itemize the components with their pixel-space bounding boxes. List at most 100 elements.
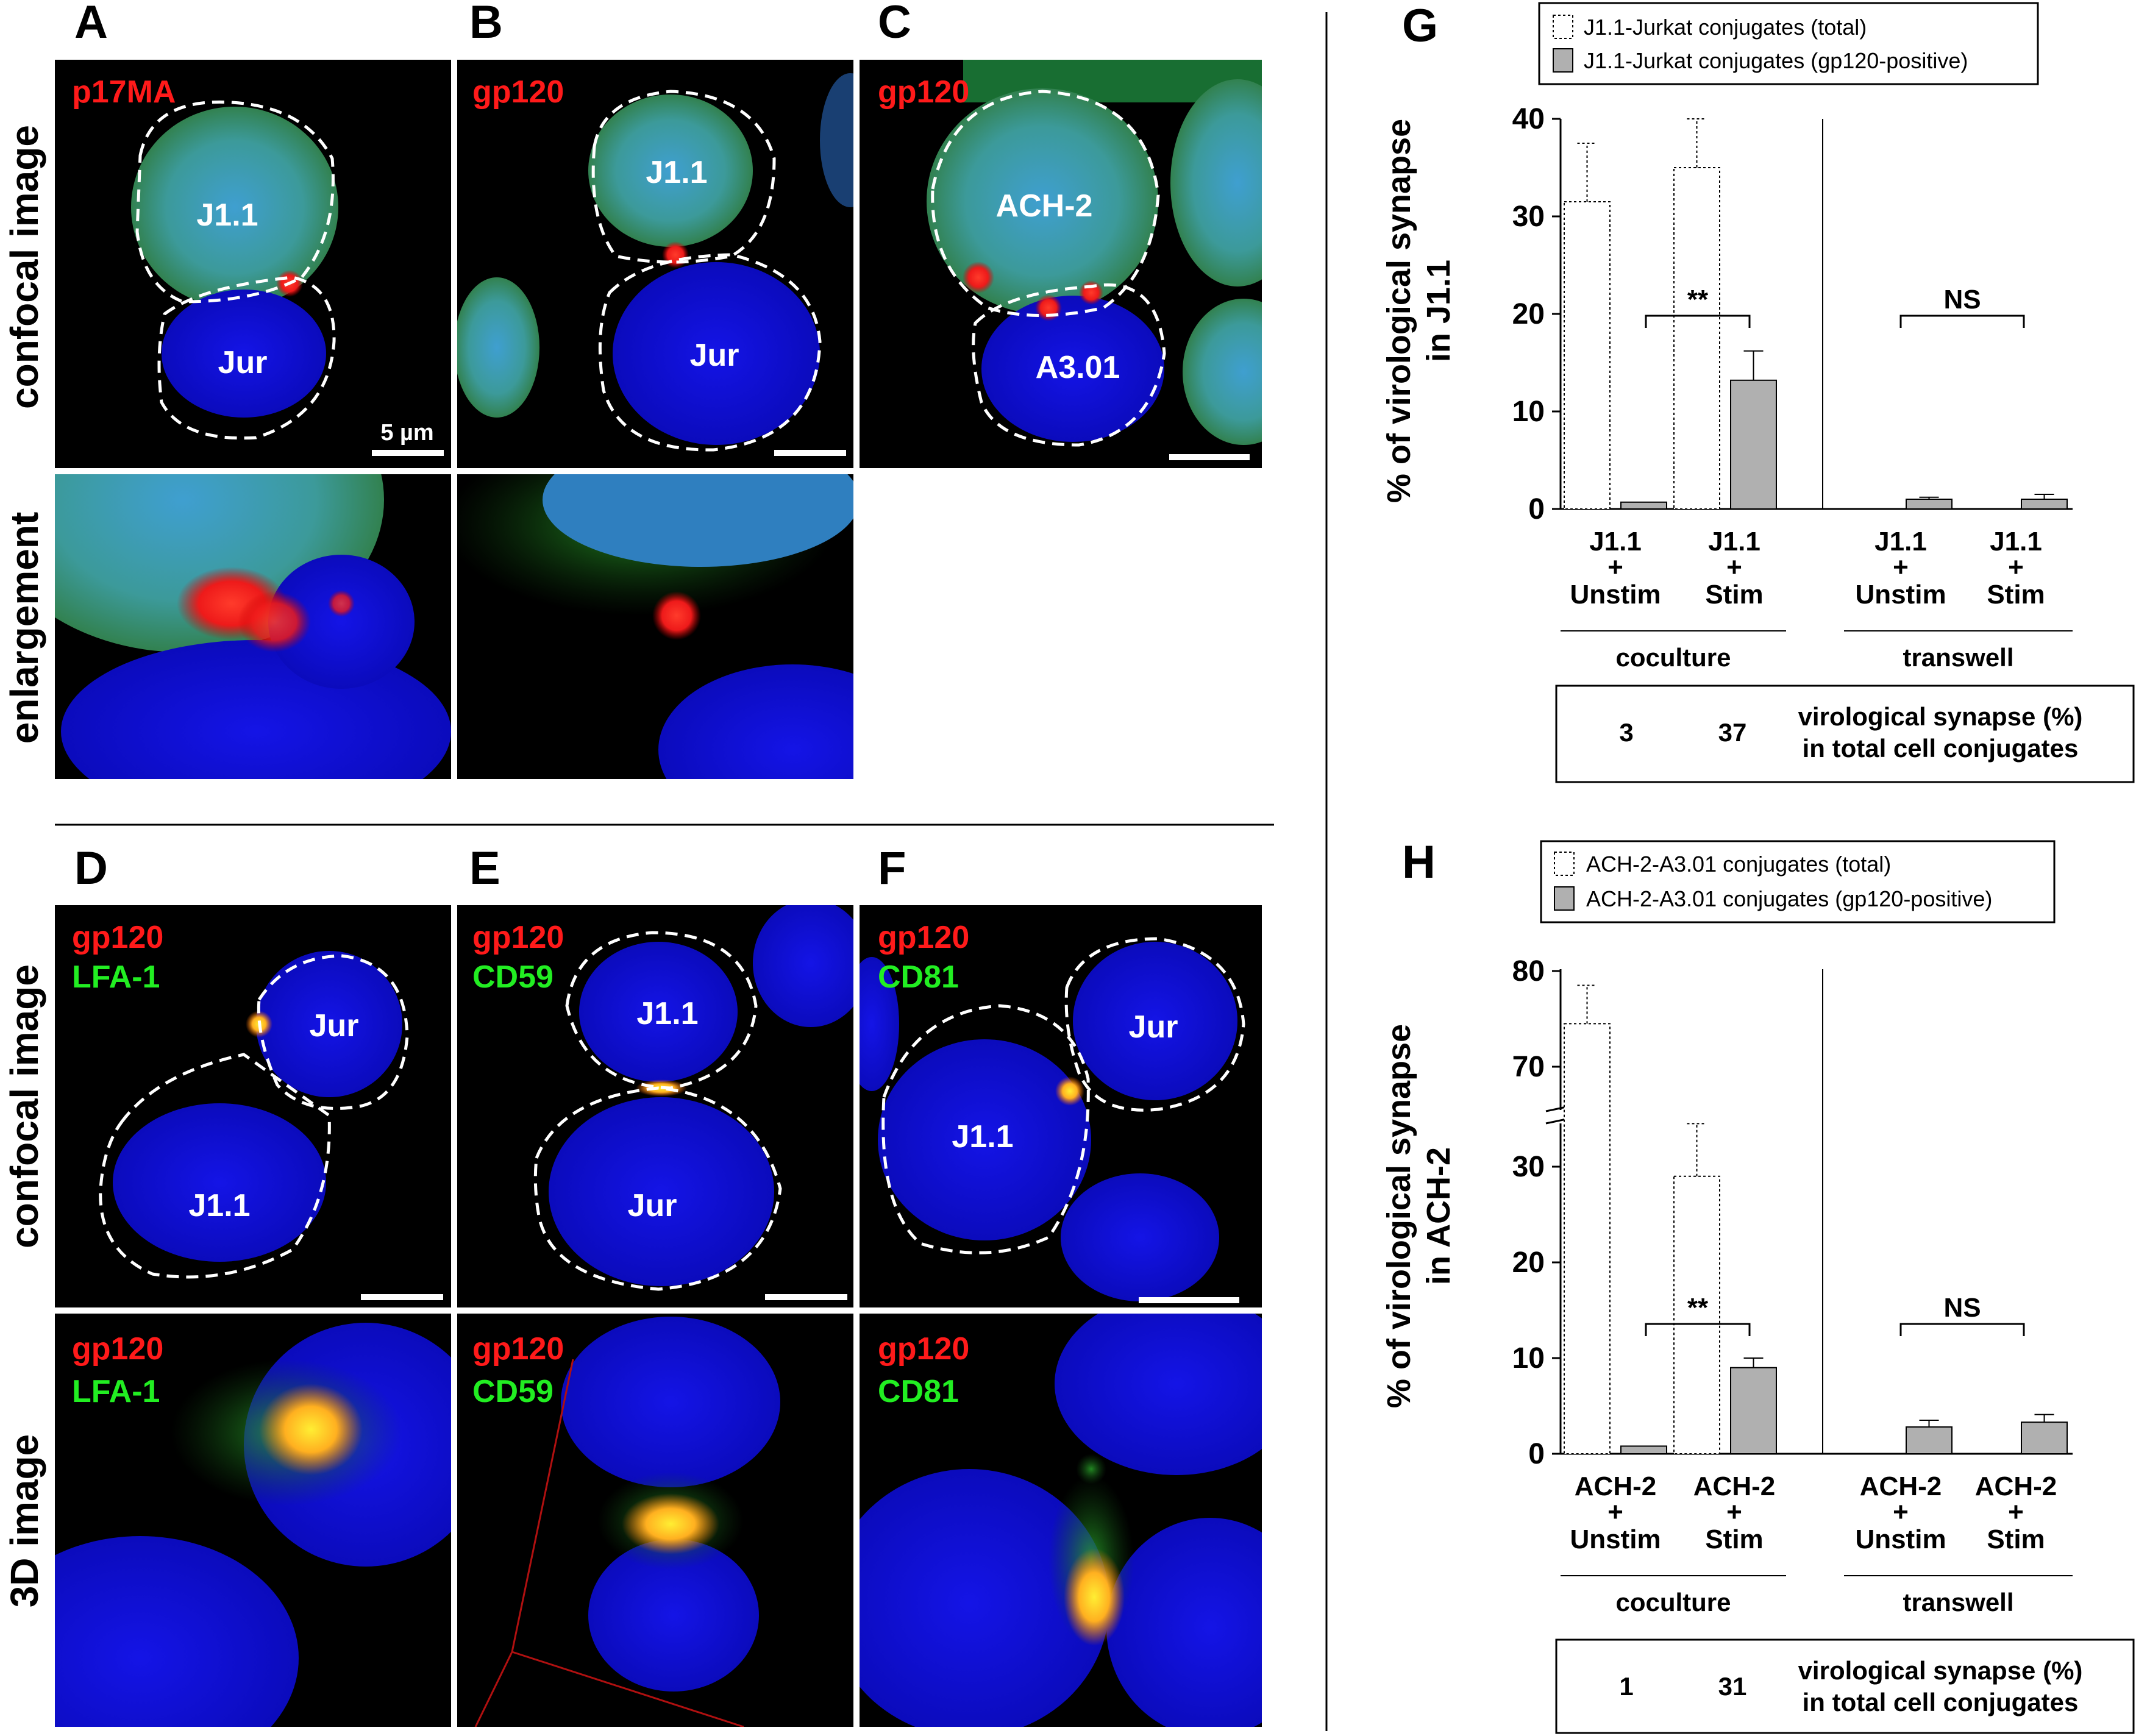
bar-total	[1673, 1175, 1720, 1454]
panel-e-stain-1: gp120	[472, 920, 564, 955]
panel-f-3d-stain-1: gp120	[878, 1331, 969, 1367]
panel-f-3d-stain-2: CD81	[878, 1374, 959, 1409]
chart-g: 010203040J1.1+UnstimJ1.1+StimJ1.1+Unstim…	[1512, 103, 2073, 672]
panel-f-stain-1: gp120	[878, 920, 969, 955]
panel-e-3d-stain-2: CD59	[472, 1374, 554, 1409]
y-tick-label: 10	[1512, 1342, 1545, 1375]
significance-label: NS	[1943, 1293, 1981, 1323]
x-category-label-line1: J1.1	[1874, 527, 1927, 557]
panel-a-image: p17MA J1.1 Jur 5 µm	[55, 60, 451, 468]
significance-bracket	[1899, 315, 2025, 328]
panel-d-stain-1: gp120	[72, 920, 163, 955]
x-category-label-line1: ACH-2	[1693, 1471, 1775, 1501]
x-category-label-line2: +	[2008, 1497, 2024, 1527]
group-label: transwell	[1903, 643, 2013, 672]
significance-bracket	[1645, 1323, 1751, 1336]
panel-letter-h: H	[1402, 836, 1436, 888]
legend-h-swatch-gp120	[1554, 886, 1575, 911]
chart-g-box-line2: in total cell conjugates	[1803, 734, 2079, 763]
panel-d-3d-stain-1: gp120	[72, 1331, 163, 1367]
legend-h-swatch-total	[1554, 852, 1575, 876]
chart-g-ylabel-1: % of virological synapse	[1381, 119, 1417, 503]
x-category-label-line3: Unstim	[1570, 1524, 1661, 1554]
panel-c-stain: gp120	[878, 74, 969, 110]
panel-f-cell-1: Jur	[1129, 1009, 1178, 1045]
bar-gp120	[2021, 499, 2068, 510]
significance-label: **	[1687, 285, 1709, 315]
x-category-label-line3: Stim	[1987, 1524, 2045, 1554]
legend-g-label-total: J1.1-Jurkat conjugates (total)	[1584, 15, 1867, 40]
y-tick-label: 80	[1512, 955, 1545, 987]
bar-total	[1673, 167, 1720, 510]
x-category-label-line1: J1.1	[1708, 527, 1760, 557]
bar-gp120	[1730, 1367, 1777, 1454]
x-category-label-line2: +	[1893, 1497, 1909, 1527]
x-category-label-line2: +	[2008, 552, 2024, 582]
x-category-label-line3: Unstim	[1855, 1524, 1946, 1554]
x-category-label-line2: +	[1893, 552, 1909, 582]
bar-total	[1564, 1023, 1611, 1454]
significance-bracket	[1645, 315, 1751, 328]
panel-b-stain: gp120	[472, 74, 564, 110]
significance-label: **	[1687, 1293, 1709, 1323]
chart-h-box-v2: 31	[1718, 1672, 1747, 1701]
panel-f-cell-2: J1.1	[952, 1119, 1013, 1154]
group-label: coculture	[1615, 1588, 1731, 1617]
panel-d-cell-1: Jur	[310, 1008, 359, 1044]
chart-h-box-line2: in total cell conjugates	[1803, 1688, 2079, 1716]
x-category-label-line2: +	[1726, 1497, 1742, 1527]
panel-d-cell-2: J1.1	[188, 1188, 250, 1223]
chart-g-legend: J1.1-Jurkat conjugates (total) J1.1-Jurk…	[1538, 2, 2039, 85]
y-tick-label: 20	[1512, 1247, 1545, 1279]
chart-g-summary-box: 3 37 virological synapse (%) in total ce…	[1555, 685, 2135, 783]
panel-d-3d-stain-2: LFA-1	[72, 1374, 160, 1409]
x-category-label-line1: J1.1	[1990, 527, 2042, 557]
panel-b-cell-2: Jur	[690, 338, 739, 373]
panel-c-cell-2: A3.01	[1036, 350, 1120, 385]
chart-g-box-line1: virological synapse (%)	[1798, 702, 2083, 731]
panel-f-image: gp120 CD81 Jur J1.1	[860, 905, 1262, 1307]
bar-gp120	[1906, 499, 1953, 510]
y-tick-label: 0	[1528, 493, 1545, 525]
y-tick-label: 0	[1528, 1438, 1545, 1470]
y-tick-label: 40	[1512, 103, 1545, 135]
legend-h-label-gp120: ACH-2-A3.01 conjugates (gp120-positive)	[1586, 886, 1992, 911]
y-tick-label: 10	[1512, 396, 1545, 428]
panel-c-cell-1: ACH-2	[996, 188, 1093, 224]
y-tick-label: 70	[1512, 1051, 1545, 1083]
x-category-label-line1: ACH-2	[1860, 1471, 1942, 1501]
panel-c-image: gp120 ACH-2 A3.01	[860, 60, 1262, 468]
panel-a-cell-2: Jur	[218, 345, 268, 380]
x-category-label-line1: J1.1	[1589, 527, 1642, 557]
panel-e-3d-stain-1: gp120	[472, 1331, 564, 1367]
panel-e-cell-1: J1.1	[636, 996, 698, 1031]
y-tick-label: 30	[1512, 1151, 1545, 1183]
chart-h-ylabel-2: in ACH-2	[1420, 1147, 1457, 1285]
chart-h-ylabel-1: % of virological synapse	[1381, 1024, 1417, 1408]
panel-a-cell-1: J1.1	[196, 197, 258, 233]
panel-e-image: gp120 CD59 J1.1 Jur	[457, 905, 853, 1307]
bar-gp120	[1620, 501, 1667, 510]
x-category-label-line2: +	[1726, 552, 1742, 582]
panel-e-stain-2: CD59	[472, 959, 554, 995]
panel-f-stain-2: CD81	[878, 959, 959, 995]
bar-gp120	[1906, 1426, 1953, 1455]
panel-b-image: gp120 J1.1 Jur	[457, 60, 853, 468]
panel-letter-f: F	[878, 842, 906, 894]
x-category-label-line2: +	[1607, 1497, 1623, 1527]
significance-label: NS	[1943, 285, 1981, 315]
panel-f-3d-image: gp120 CD81	[860, 1314, 1262, 1727]
panel-letter-g: G	[1402, 0, 1438, 52]
chart-h-summary-box: 1 31 virological synapse (%) in total ce…	[1555, 1638, 2135, 1734]
x-category-label-line2: +	[1607, 552, 1623, 582]
chart-g-box-v1: 3	[1619, 718, 1633, 747]
panel-d-image: gp120 LFA-1 Jur J1.1	[55, 905, 451, 1307]
bar-total	[1564, 201, 1611, 510]
y-tick-label: 30	[1512, 201, 1545, 233]
panel-a-stain: p17MA	[72, 74, 176, 110]
legend-g-swatch-gp120	[1553, 48, 1573, 73]
scale-bar	[372, 450, 444, 456]
panel-e-3d-image: gp120 CD59	[457, 1314, 853, 1727]
x-category-label-line3: Unstim	[1855, 580, 1946, 610]
panel-e-cell-2: Jur	[628, 1188, 677, 1223]
